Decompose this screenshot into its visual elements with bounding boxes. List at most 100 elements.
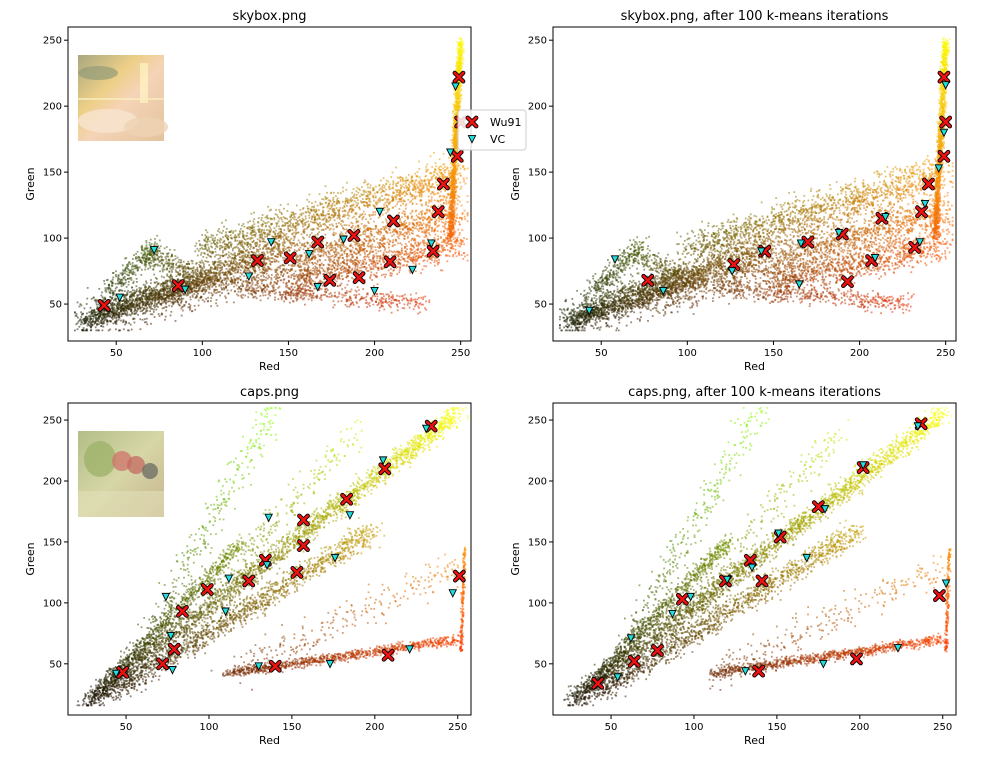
chart-title: skybox.png, after 100 k-means iterations xyxy=(621,9,889,24)
wu91-point-14 xyxy=(381,648,395,662)
wu91-point-0 xyxy=(452,70,466,84)
y-tick-label: 100 xyxy=(43,598,62,609)
vc-point-13 xyxy=(405,645,414,654)
vc-point-1 xyxy=(378,456,388,466)
wu91-point-7 xyxy=(290,566,304,579)
x-tick-label: 50 xyxy=(110,348,123,359)
vc-point-8 xyxy=(313,283,323,292)
wu91-point-2 xyxy=(811,500,825,513)
y-tick-label: 50 xyxy=(534,659,547,670)
vc-point-14 xyxy=(448,589,458,598)
x-tick-label: 200 xyxy=(850,722,869,733)
axes-frame xyxy=(552,26,957,342)
vc-point-5 xyxy=(915,238,925,247)
vc-point-9 xyxy=(370,287,379,296)
vc-point-10 xyxy=(613,673,623,683)
vc-point-11 xyxy=(741,667,750,676)
y-tick-label: 250 xyxy=(528,416,547,427)
vc-point-9 xyxy=(166,631,176,641)
wu91-point-3 xyxy=(437,177,450,191)
vc-point-6 xyxy=(266,238,276,247)
wu91-point-11 xyxy=(352,271,366,285)
x-tick-label: 250 xyxy=(451,348,470,359)
wu91-point-15 xyxy=(97,298,111,312)
wu91-point-4 xyxy=(915,205,928,219)
wu91-point-5 xyxy=(755,574,769,588)
vc-point-10 xyxy=(870,254,880,263)
vc-point-0 xyxy=(421,424,431,434)
wu91-point-11 xyxy=(908,240,922,254)
vc-point-7 xyxy=(686,592,695,602)
vc-point-13 xyxy=(610,255,620,265)
chart-skybox-kmeans: 50 100 150 200 250 50 100 150 200 250 skybox.png,… xyxy=(509,9,957,373)
vc-point-6 xyxy=(722,575,732,585)
wu91-point-10 xyxy=(323,273,337,287)
vc-point-14 xyxy=(941,579,951,589)
wu91-point-14 xyxy=(171,279,185,292)
vc-point-0 xyxy=(451,82,460,92)
chart-title: caps.png, after 100 k-means iterations xyxy=(628,385,881,400)
wu91-point-12 xyxy=(116,665,130,679)
vc-point-14 xyxy=(584,306,594,316)
wu91-point-3 xyxy=(297,513,310,527)
vc-point-10 xyxy=(168,666,177,675)
y-tick-label: 250 xyxy=(528,36,547,47)
wu91-point-4 xyxy=(431,205,445,219)
axes-frame xyxy=(552,402,957,716)
wu91-point-12 xyxy=(383,255,397,269)
y-tick-label: 100 xyxy=(528,234,547,245)
axes-frame xyxy=(67,402,472,716)
vc-point-4 xyxy=(881,213,890,222)
y-tick-label: 150 xyxy=(528,168,547,179)
wu91-point-1 xyxy=(378,462,392,476)
y-tick-label: 100 xyxy=(528,598,547,609)
vc-point-7 xyxy=(796,239,806,249)
y-tick-label: 200 xyxy=(43,477,62,488)
wu91-point-13 xyxy=(933,589,946,602)
x-tick-label: 50 xyxy=(120,722,133,733)
vc-point-3 xyxy=(920,199,930,209)
x-tick-label: 150 xyxy=(767,722,786,733)
wu91-point-3 xyxy=(922,177,935,191)
vc-point-8 xyxy=(757,247,766,257)
wu91-point-9 xyxy=(627,654,641,668)
vc-point-6 xyxy=(224,574,234,584)
wu91-point-13 xyxy=(641,273,655,287)
pixel-color-cloud xyxy=(74,37,469,332)
pixel-color-cloud xyxy=(76,407,469,707)
vc-point-2 xyxy=(375,207,385,217)
legend-label-wu91: Wu91 xyxy=(490,116,521,129)
x-tick-label: 100 xyxy=(193,348,212,359)
wu91-point-4 xyxy=(743,553,757,567)
vc-point-4 xyxy=(330,553,340,563)
vc-point-0 xyxy=(913,422,923,431)
vc-point-1 xyxy=(858,461,868,470)
wu91-point-1 xyxy=(939,115,953,129)
y-tick-label: 150 xyxy=(43,168,62,179)
wu91-point-2 xyxy=(340,492,354,506)
legend-wu91-x-icon xyxy=(465,115,479,129)
x-tick-label: 250 xyxy=(933,722,952,733)
y-axis-label: Green xyxy=(24,542,37,575)
x-tick-label: 200 xyxy=(850,348,869,359)
y-tick-label: 150 xyxy=(528,537,547,548)
x-tick-label: 100 xyxy=(199,722,218,733)
pixel-color-cloud xyxy=(563,407,953,707)
vc-point-1 xyxy=(446,148,455,158)
vc-point-11 xyxy=(254,662,264,672)
wu91-point-11 xyxy=(156,657,169,671)
wu91-point-4 xyxy=(297,539,310,552)
vc-point-3 xyxy=(264,513,273,523)
caps-thumbnail-image xyxy=(78,431,164,517)
wu91-point-13 xyxy=(268,659,282,673)
chart-title: skybox.png xyxy=(233,9,307,24)
wu91-point-7 xyxy=(311,235,325,249)
y-axis-label: Green xyxy=(509,167,522,200)
x-tick-label: 50 xyxy=(605,722,618,733)
vc-point-13 xyxy=(893,644,903,653)
legend-vc-v-icon xyxy=(467,135,477,144)
vc-point-4 xyxy=(427,239,436,249)
wu91-point-9 xyxy=(176,605,189,618)
x-tick-label: 250 xyxy=(448,722,467,733)
